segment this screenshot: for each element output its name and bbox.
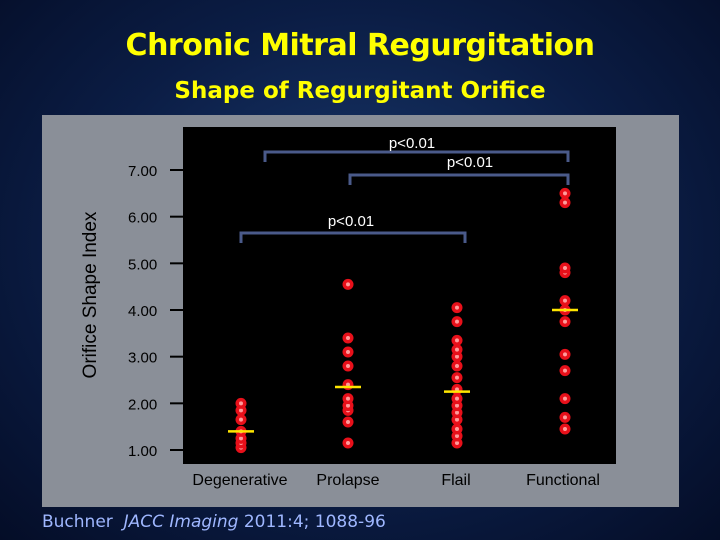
data-point-core: [563, 191, 567, 196]
data-point-core: [346, 396, 350, 401]
data-point-core: [563, 352, 567, 357]
significance-bracket: [239, 231, 467, 243]
citation-journal: JACC Imaging: [123, 512, 239, 532]
y-axis-label: Orifice Shape Index: [80, 211, 101, 378]
data-point-core: [346, 350, 350, 354]
y-tick-label: 7.00: [128, 163, 157, 180]
data-point-core: [455, 441, 459, 445]
data-point-core: [563, 266, 567, 270]
data-point-core: [346, 382, 350, 387]
data-point-core: [563, 200, 567, 205]
data-point-core: [239, 408, 243, 413]
x-category-label: Flail: [441, 472, 470, 489]
x-category-label: Functional: [526, 472, 600, 489]
data-point-core: [346, 364, 350, 368]
p-value-label: p<0.01: [447, 154, 493, 171]
data-point-core: [455, 347, 459, 352]
data-point-core: [455, 387, 459, 392]
data-point-core: [455, 375, 459, 380]
data-point-core: [563, 396, 567, 401]
data-point-core: [455, 410, 459, 415]
data-point-core: [455, 417, 459, 422]
citation-author: Buchner: [42, 512, 113, 532]
data-point-core: [563, 427, 567, 431]
plot-area: [183, 127, 616, 464]
data-point-core: [455, 354, 459, 359]
citation: Buchner JACC Imaging 2011:4; 1088-96: [42, 512, 386, 532]
y-tick-label: 6.00: [128, 210, 157, 227]
y-tick-label: 2.00: [128, 396, 157, 413]
data-point-core: [346, 403, 350, 408]
data-point-core: [563, 319, 567, 324]
slide-title: Chronic Mitral Regurgitation: [125, 28, 595, 63]
data-point-core: [455, 319, 459, 324]
data-point-core: [563, 368, 567, 373]
significance-bracket: [348, 173, 570, 185]
data-point-core: [346, 282, 350, 287]
y-tick-label: 1.00: [128, 443, 157, 460]
data-point-core: [239, 401, 243, 406]
data-point-core: [346, 420, 350, 424]
data-point-core: [455, 434, 459, 438]
x-category-label: Degenerative: [192, 472, 287, 489]
citation-details: 2011:4; 1088-96: [243, 512, 386, 532]
p-value-label: p<0.01: [328, 213, 374, 230]
p-value-label: p<0.01: [389, 135, 435, 152]
y-tick-label: 3.00: [128, 350, 157, 367]
y-tick-label: 4.00: [128, 303, 157, 320]
slide-subtitle: Shape of Regurgitant Orifice: [174, 78, 546, 104]
x-category-label: Prolapse: [316, 472, 379, 489]
y-tick-label: 5.00: [128, 256, 157, 273]
data-point-core: [563, 298, 567, 303]
significance-bracket: [263, 150, 570, 162]
data-point-core: [455, 338, 459, 343]
data-point-core: [455, 305, 459, 310]
data-point-core: [455, 427, 459, 431]
data-point-core: [239, 417, 243, 422]
data-point-core: [455, 396, 459, 401]
data-point-core: [563, 415, 567, 420]
data-point-core: [455, 364, 459, 368]
data-point-core: [346, 336, 350, 340]
data-point-core: [455, 403, 459, 408]
data-point-core: [346, 441, 350, 445]
data-point-core: [239, 436, 243, 441]
